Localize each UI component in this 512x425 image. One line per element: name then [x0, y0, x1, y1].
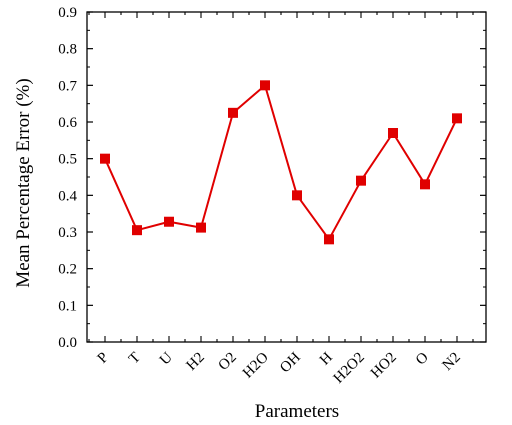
y-tick-label: 0.3 [58, 225, 77, 241]
y-tick-label: 0.1 [58, 298, 77, 314]
x-tick-label: HO2 [368, 350, 400, 382]
x-tick-label: O2 [216, 350, 240, 374]
x-tick-label: H2O2 [331, 350, 368, 387]
plot-frame [86, 11, 487, 343]
series-layer [100, 80, 462, 245]
x-tick-label: H2O [240, 349, 272, 381]
data-point-marker [324, 234, 334, 245]
series-line [104, 84, 458, 241]
y-axis-title: Mean Percentage Error (%) [13, 78, 34, 287]
x-tick-label: H2 [184, 350, 208, 374]
x-tick-label: T [126, 350, 144, 368]
x-axis-title: Parameters [255, 401, 339, 422]
y-tick-label: 0.8 [58, 42, 77, 58]
y-tick-label: 0.0 [58, 335, 77, 351]
x-tick-label: H [317, 349, 336, 368]
x-tick-label: P [95, 350, 112, 367]
data-point-marker [260, 80, 270, 91]
y-tick-labels: 0.0 0.1 0.2 0.3 0.4 0.5 0.6 0.7 0.8 0.9 [58, 5, 77, 351]
data-point-marker [228, 107, 238, 118]
y-tick-label: 0.7 [58, 78, 77, 94]
data-point-marker [420, 179, 430, 190]
x-tick-label: U [157, 349, 176, 368]
data-point-marker [356, 175, 366, 186]
data-point-marker [100, 153, 110, 164]
data-point-marker [388, 128, 398, 138]
data-point-marker [164, 216, 174, 227]
data-point-marker [292, 190, 302, 201]
data-point-marker [132, 225, 142, 236]
data-point-marker [196, 222, 206, 233]
y-tick-label: 0.5 [58, 152, 77, 168]
x-tick-label: OH [277, 349, 304, 376]
x-tick-label: N2 [440, 350, 464, 374]
y-tick-label: 0.6 [58, 115, 77, 131]
y-tick-label: 0.9 [58, 5, 77, 21]
axes-group [86, 11, 487, 343]
data-point-marker [452, 113, 462, 124]
y-tick-label: 0.4 [58, 188, 77, 204]
x-tick-label: O [413, 349, 432, 368]
y-tick-label: 0.2 [58, 262, 77, 278]
